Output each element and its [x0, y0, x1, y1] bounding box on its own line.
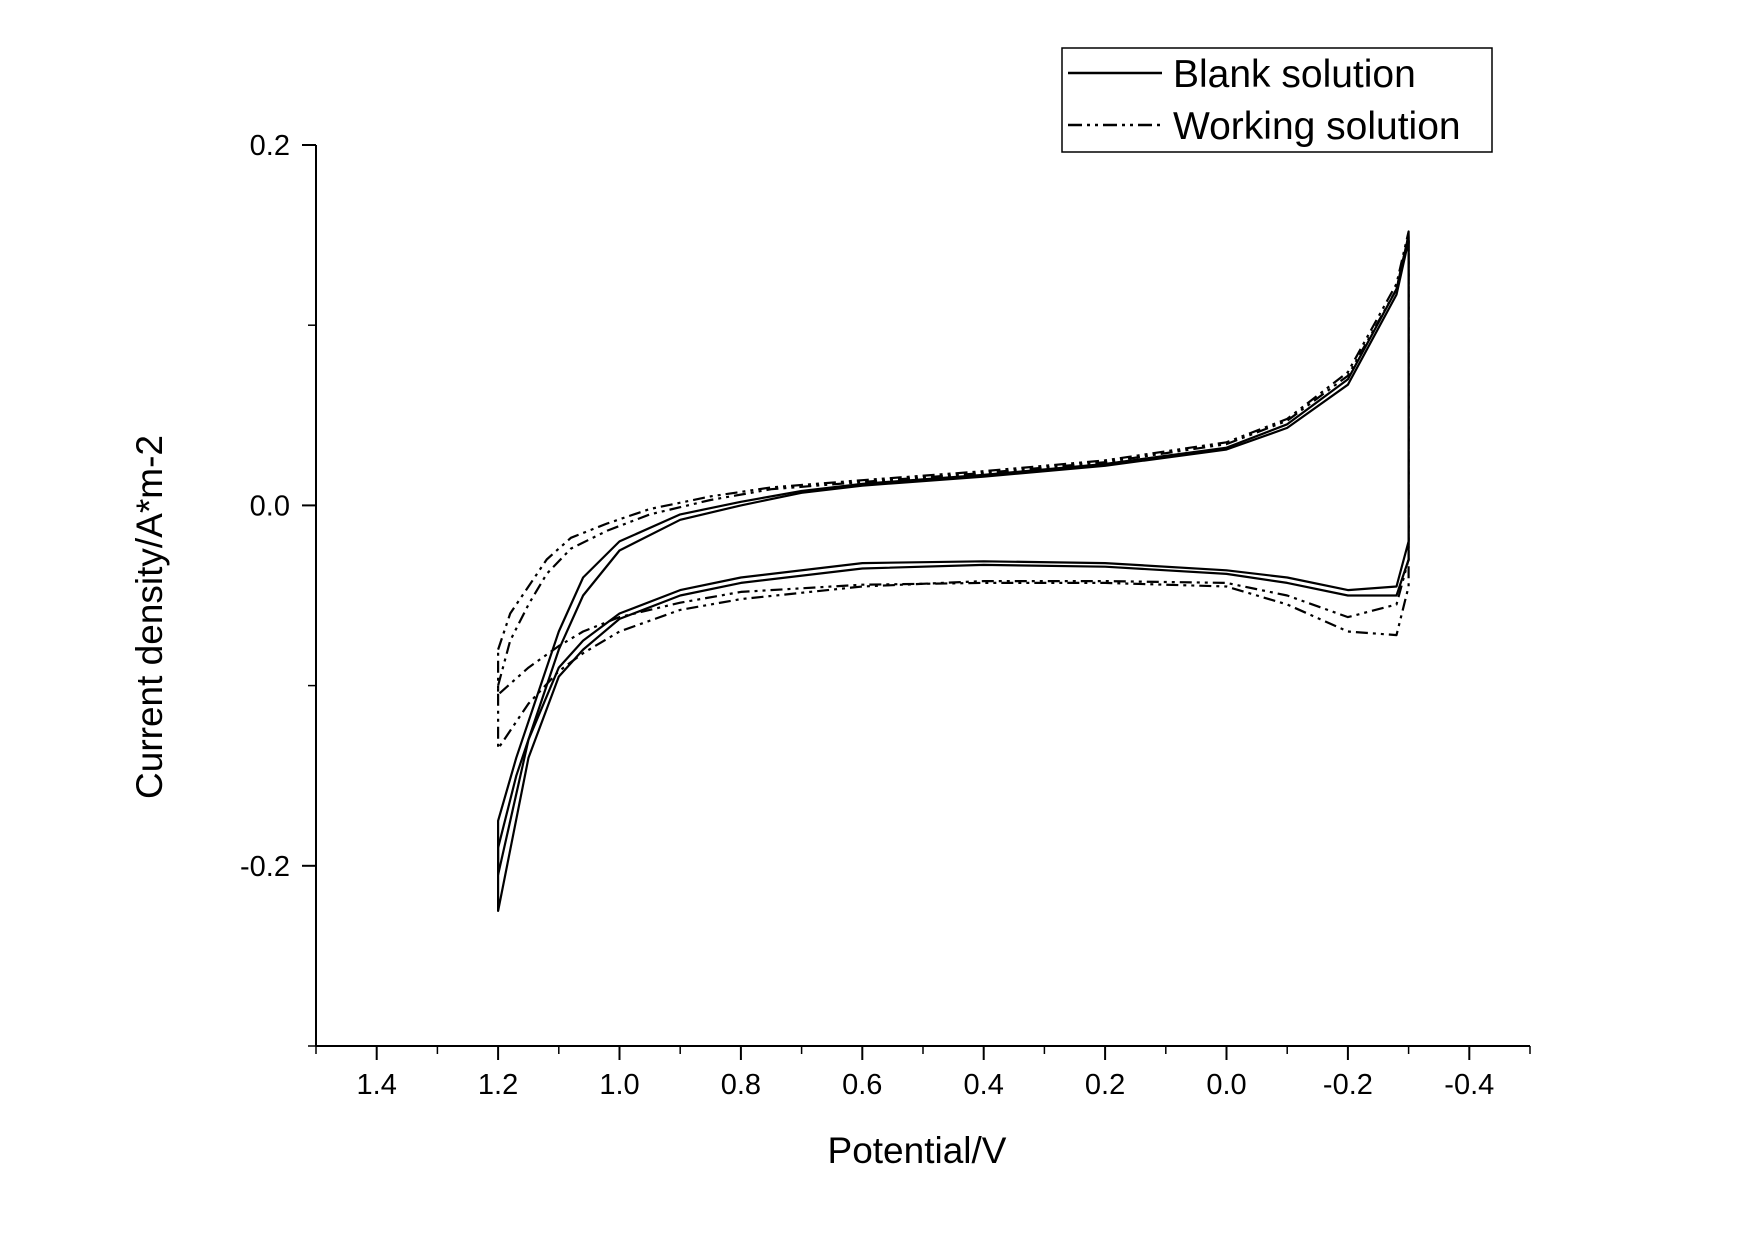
- plot-area: [497, 230, 1410, 912]
- x-tick-label: -0.4: [1444, 1069, 1494, 1101]
- x-tick-label: 1.2: [478, 1069, 518, 1101]
- x-tick-label: 1.4: [357, 1069, 397, 1101]
- x-tick-label: 0.6: [842, 1069, 882, 1101]
- y-tick-label: 0.2: [250, 130, 290, 162]
- legend: Blank solution Working solution: [1061, 47, 1493, 153]
- x-tick-label: 0.8: [721, 1069, 761, 1101]
- series-blank-solution-cycle-1: [497, 234, 1410, 876]
- legend-label-working-solution: Working solution: [1173, 105, 1461, 148]
- x-tick-label: 0.2: [1085, 1069, 1125, 1101]
- x-axis-title: Potential/V: [828, 1130, 1007, 1171]
- y-tick-label: -0.2: [240, 851, 290, 883]
- legend-box: [1061, 47, 1493, 153]
- y-tick-label: 0.0: [250, 490, 290, 522]
- legend-label-blank-solution: Blank solution: [1173, 53, 1416, 96]
- x-tick-label: 0.4: [964, 1069, 1004, 1101]
- x-tick-label: 1.0: [599, 1069, 639, 1101]
- x-tick-label: -0.2: [1323, 1069, 1373, 1101]
- y-axis-title: Current density/A*m-2: [129, 435, 170, 799]
- series-working-solution-cycle-1: [497, 230, 1410, 750]
- ticks: 1.4 1.2 1.0 0.8 0.6 0.4 0.2 0.0 -0.2 -0.4 0.2 0.0 -0…: [240, 130, 1531, 1101]
- x-tick-label: 0.0: [1206, 1069, 1246, 1101]
